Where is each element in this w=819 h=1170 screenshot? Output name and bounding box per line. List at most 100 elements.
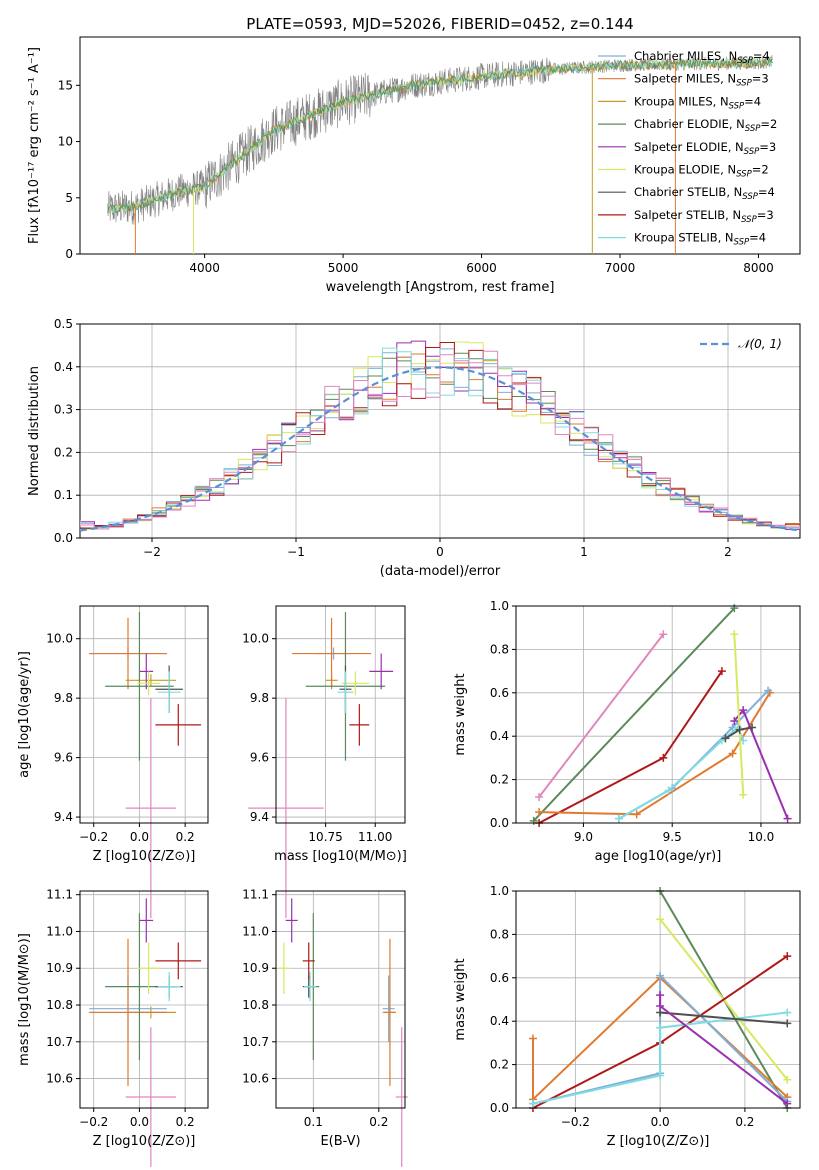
age_vs_Z-ytick-label: 10.0: [46, 632, 73, 646]
massweight_vs_age-point-marker: [783, 814, 792, 823]
mass_vs_EBV-axes: 0.1 0.2 10.6 10.7 10.8 10.9 11.0 11.1 E(B-V): [242, 888, 406, 1149]
age_vs_Z-xtick-label: −0.2: [79, 830, 108, 844]
residuals-xlabel: (data-model)/error: [380, 564, 501, 579]
mass_vs_Z-ytick-label: 10.6: [46, 1072, 73, 1086]
age_vs_mass-xtick-label: 11.00: [358, 830, 392, 844]
spectrum-ytick-label: 5: [65, 191, 73, 205]
age_vs_mass-ytick-label: 10.0: [242, 632, 269, 646]
massweight_vs_age-ytick-label: 0.2: [490, 773, 509, 787]
massweight_vs_age-ytick-label: 0.8: [490, 642, 509, 656]
mass_vs_Z-xtick-label: −0.2: [79, 1115, 108, 1129]
massweight_vs_age-point-marker: [730, 630, 739, 639]
residuals-ytick-label: 0.0: [54, 531, 73, 545]
age_vs_mass-xtick-label: 10.75: [308, 830, 342, 844]
residuals-ylabel: Normed distribution: [27, 366, 42, 496]
spectrum-panel: 4000 5000 6000 7000 8000 0 5 10 15 wavelength [An…: [27, 36, 801, 295]
massweight_vs_Z-point-marker: [656, 971, 665, 980]
massweight_vs_age-point-marker: [659, 753, 668, 762]
mass_vs_Z-ytick-label: 10.8: [46, 998, 73, 1012]
massweight_vs_Z-xtick-label: −0.2: [561, 1115, 590, 1129]
mass_vs_Z-xlabel: Z [log10(Z/Z⊙)]: [93, 1134, 196, 1149]
mass_vs_Z-frame: [79, 890, 209, 1109]
mass_vs_EBV-ytick-label: 10.8: [242, 998, 269, 1012]
massweight_vs_age-point-marker: [664, 786, 673, 795]
mass_vs_EBV-ytick-label: 10.7: [242, 1035, 269, 1049]
spectrum-axes: 4000 5000 6000 7000 8000 0 5 10 15 wavelength [An…: [27, 36, 801, 295]
mass-vs-metallicity-panel: −0.2 0.0 0.2 10.6 10.7 10.8 10.9 11.0 11.1 Z [log…: [17, 888, 209, 1167]
age_vs_mass-axes: 10.75 11.00 9.4 9.6 9.8 10.0 mass [log10(M/M⊙)…: [242, 605, 407, 864]
mass_vs_Z-ytick-label: 11.0: [46, 924, 73, 938]
mass_vs_Z-data: [89, 898, 202, 1167]
mass_vs_Z-ytick-label: 10.9: [46, 961, 73, 975]
residuals-xtick-label: 0: [436, 545, 444, 559]
residuals-ytick-label: 0.5: [54, 317, 73, 331]
age_vs_mass-data: [248, 611, 394, 919]
spectrum-xtick-label: 8000: [743, 261, 774, 275]
massweight_vs_age-point-marker: [535, 792, 544, 801]
age_vs_mass-ytick-label: 9.6: [250, 751, 269, 765]
mass_vs_EBV-ytick-label: 10.9: [242, 961, 269, 975]
age-vs-mass-panel: 10.75 11.00 9.4 9.6 9.8 10.0 mass [log10(M/M⊙)…: [242, 605, 407, 919]
normal-curve-line: [80, 366, 800, 532]
residuals-ytick-label: 0.2: [54, 445, 73, 459]
spectrum-ylabel: Flux [fλ10⁻¹⁷ erg cm⁻² s⁻¹ A⁻¹]: [27, 47, 42, 244]
age_vs_Z-ytick-label: 9.6: [54, 751, 73, 765]
residual-legend-label: 𝒩(0, 1): [738, 337, 782, 351]
spectrum-model-line: [107, 57, 773, 214]
age_vs_Z-ylabel: age [log10(age/yr)]: [17, 651, 32, 778]
massweight_vs_age-data: [529, 604, 792, 827]
spectrum-xtick-label: 5000: [328, 261, 359, 275]
age_vs_Z-axes: −0.2 0.0 0.2 9.4 9.6 9.8 10.0 Z [log10(Z/Z⊙)] ag…: [17, 605, 209, 864]
age_vs_Z-data: [89, 611, 202, 919]
residuals-xtick-label: 2: [724, 545, 732, 559]
massweight_vs_Z-point-marker: [528, 1099, 537, 1108]
massweight_vs_Z-point-marker: [783, 952, 792, 961]
spectrum-legend-label: Salpeter MILES, NSSP=3: [634, 72, 769, 89]
spectrum-ytick-label: 10: [58, 135, 73, 149]
age_vs_Z-ytick-label: 9.8: [54, 691, 73, 705]
massweight_vs_age-point-marker: [659, 630, 668, 639]
massweight_vs_age-point-marker: [728, 749, 737, 758]
massweight_vs_age-axes: 9.0 9.5 10.0 0.0 0.2 0.4 0.6 0.8 1.0 age [log10(a…: [453, 599, 801, 864]
spectrum-legend-label: Kroupa STELIB, NSSP=4: [634, 231, 766, 248]
spectrum-legend-label: Kroupa MILES, NSSP=4: [634, 94, 761, 111]
age_vs_Z-xtick-label: 0.2: [176, 830, 195, 844]
age_vs_mass-grid: [276, 606, 405, 823]
age_vs_Z-xlabel: Z [log10(Z/Z⊙)]: [93, 849, 196, 864]
massweight_vs_age-point-marker: [748, 723, 757, 732]
massweight_vs_Z-point-marker: [783, 1099, 792, 1108]
spectrum-xtick-label: 4000: [189, 261, 220, 275]
massweight_vs_Z-xlabel: Z [log10(Z/Z⊙)]: [607, 1134, 710, 1149]
residuals-axes: −2 −1 0 1 2 0.0 0.1 0.2 0.3 0.4 0.5 (data-model)/er…: [27, 317, 801, 579]
massweight_vs_age-point-marker: [739, 790, 748, 799]
massweight_vs_Z-ytick-label: 0.0: [490, 1101, 509, 1115]
spectrum-legend-label: Chabrier ELODIE, NSSP=2: [634, 117, 777, 134]
massweight_vs_age-xtick-label: 9.0: [574, 830, 593, 844]
age-vs-metallicity-panel: −0.2 0.0 0.2 9.4 9.6 9.8 10.0 Z [log10(Z/Z⊙)] ag…: [17, 605, 209, 919]
massweight_vs_Z-axes: −0.2 0.0 0.2 0.0 0.2 0.4 0.6 0.8 1.0 Z [log10(Z/Z…: [453, 884, 801, 1149]
age_vs_Z-frame: [79, 605, 209, 824]
massweight_vs_Z-point-marker: [528, 1034, 537, 1043]
mass_vs_EBV-ytick-label: 11.1: [242, 888, 269, 902]
residuals-ytick-label: 0.3: [54, 403, 73, 417]
massweight_vs_Z-frame: [515, 890, 801, 1109]
massweight_vs_age-point-marker: [721, 734, 730, 743]
massweight_vs_age-point-marker: [614, 814, 623, 823]
mass-vs-ebv-panel: 0.1 0.2 10.6 10.7 10.8 10.9 11.0 11.1 E(B-V): [242, 888, 408, 1167]
massweight_vs_age-ytick-label: 0.0: [490, 816, 509, 830]
mass_vs_Z-ytick-label: 11.1: [46, 888, 73, 902]
massweight_vs_age-xlabel: age [log10(age/yr)]: [595, 849, 722, 864]
massweight_vs_Z-xtick-label: 0.0: [651, 1115, 670, 1129]
mass_vs_Z-ylabel: mass [log10(M/M⊙)]: [17, 933, 32, 1066]
residuals-xtick-label: −2: [143, 545, 161, 559]
massweight_vs_age-series-line: [539, 692, 771, 816]
spectrum-lines: [107, 55, 773, 254]
age_vs_mass-ytick-label: 9.8: [250, 691, 269, 705]
figure-title: PLATE=0593, MJD=52026, FIBERID=0452, z=0…: [246, 15, 633, 33]
spectrum-ytick-label: 0: [65, 247, 73, 261]
residual-hist-line: [80, 350, 800, 530]
mass_vs_EBV-data: [277, 898, 408, 1167]
mass_vs_Z-xtick-label: 0.0: [130, 1115, 149, 1129]
spectrum-model-line: [107, 57, 773, 213]
